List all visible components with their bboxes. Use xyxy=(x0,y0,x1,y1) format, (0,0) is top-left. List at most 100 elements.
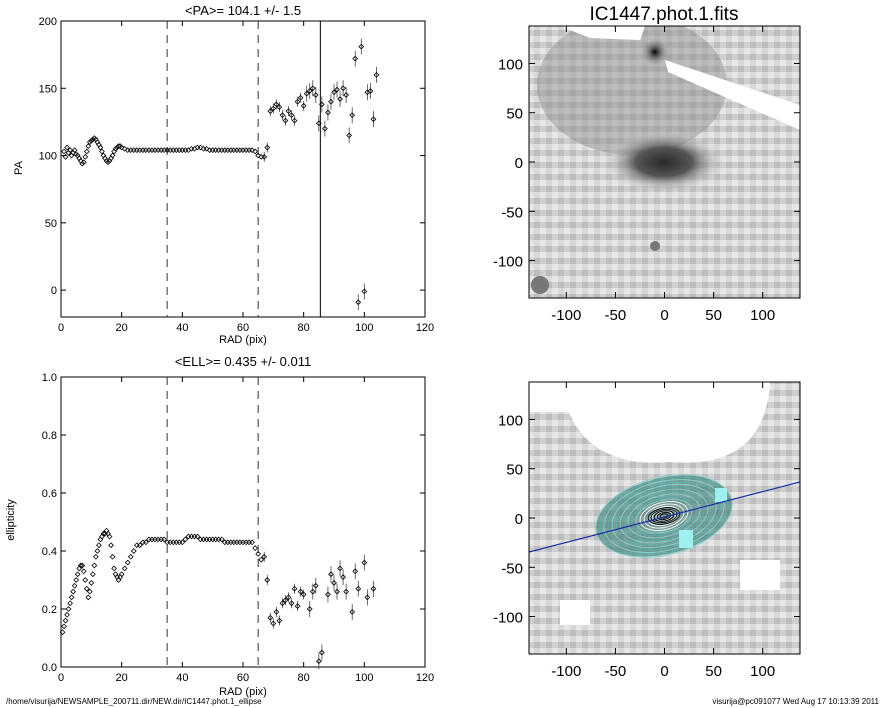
fits-image xyxy=(529,26,800,298)
fits-image-panel: IC1447.phot.1.fits xyxy=(493,4,801,324)
ell-point xyxy=(267,614,274,621)
ell-point xyxy=(337,565,343,572)
pa-point xyxy=(309,85,316,92)
ell-ylabel: ellipticity xyxy=(5,499,17,541)
pa-point xyxy=(252,148,258,155)
ell-xtick-label: 100 xyxy=(355,672,373,684)
pa-point xyxy=(121,145,128,152)
ell-point xyxy=(62,617,69,624)
pa-point xyxy=(346,132,353,139)
isophote-ellipse xyxy=(627,493,701,539)
pa-point xyxy=(61,148,67,155)
isophote-ellipse xyxy=(631,496,697,536)
isophote-ellipse xyxy=(615,486,713,546)
ell-point xyxy=(370,585,377,592)
pa-point xyxy=(203,145,210,152)
pa-xtick-label: 0 xyxy=(58,322,64,334)
ell-point xyxy=(64,611,70,618)
pa-plot: <PA>= 104.1 +/- 1.5 PA RAD (pix) 0 20 40 60… xyxy=(13,3,434,346)
ell-point xyxy=(149,536,155,543)
image-ytick-label: -100 xyxy=(493,254,523,271)
ell-point xyxy=(291,585,298,592)
pa-point xyxy=(146,147,152,154)
ell-ytick-label: 1.0 xyxy=(42,372,57,384)
pa-point xyxy=(179,147,186,154)
pa-point xyxy=(85,143,92,149)
image-xtick-label: 100 xyxy=(750,307,775,324)
ell-point xyxy=(215,536,222,543)
ell-point xyxy=(340,574,346,580)
ell-point xyxy=(137,542,143,549)
ell-point xyxy=(77,562,84,569)
pa-point xyxy=(167,147,174,154)
image-xtick-label: 100 xyxy=(750,663,775,680)
pa-point xyxy=(325,109,331,116)
pa-point xyxy=(212,147,219,154)
pa-point xyxy=(291,117,298,124)
pa-ytick-label: 150 xyxy=(39,83,57,95)
ell-point xyxy=(231,539,237,546)
pa-point xyxy=(99,148,105,155)
pa-point xyxy=(282,117,289,124)
pa-point xyxy=(294,98,301,105)
ell-point xyxy=(170,539,177,546)
pa-point xyxy=(143,147,149,154)
ell-point xyxy=(111,565,117,572)
pa-point xyxy=(133,147,140,154)
pa-point xyxy=(182,147,189,154)
ell-point xyxy=(130,548,137,554)
pa-point xyxy=(297,94,304,101)
pa-point xyxy=(79,160,86,167)
ell-ytick-label: 0.0 xyxy=(42,662,57,674)
ell-point xyxy=(282,597,289,604)
pa-xlabel: RAD (pix) xyxy=(219,334,267,346)
pa-point xyxy=(80,159,87,166)
pa-xtick-label: 80 xyxy=(298,322,310,334)
ell-point xyxy=(152,536,158,543)
masked-pixel xyxy=(715,488,727,502)
ell-point xyxy=(68,594,75,601)
ell-point xyxy=(309,588,316,595)
ell-point xyxy=(188,533,195,540)
ell-point xyxy=(127,553,134,560)
ell-point xyxy=(61,623,67,630)
ell-point xyxy=(218,536,225,543)
ell-point xyxy=(294,603,301,609)
isophote-ellipse xyxy=(623,491,705,541)
ell-point xyxy=(176,539,183,546)
ell-point xyxy=(285,594,292,601)
pa-point xyxy=(303,90,310,97)
pa-point xyxy=(352,55,359,62)
pa-ytick-label: 50 xyxy=(45,218,57,230)
pa-point xyxy=(340,85,346,92)
pa-point xyxy=(300,102,307,109)
fits-image-title: IC1447.phot.1.fits xyxy=(590,4,739,25)
pa-point xyxy=(249,147,255,154)
ell-point xyxy=(74,571,81,578)
ell-point xyxy=(312,582,319,589)
pa-point xyxy=(173,147,180,154)
pa-point xyxy=(155,147,161,154)
ell-point xyxy=(234,539,240,546)
pa-point xyxy=(370,116,377,123)
pa-point xyxy=(322,125,328,132)
ell-point xyxy=(270,620,277,627)
pa-point xyxy=(334,86,340,93)
pa-point xyxy=(246,147,252,154)
ell-point xyxy=(108,542,114,549)
pa-point xyxy=(331,89,337,96)
ell-point xyxy=(200,536,207,543)
pa-point xyxy=(82,154,89,160)
ell-xtick-label: 20 xyxy=(116,672,128,684)
ell-point xyxy=(243,539,249,546)
ell-point xyxy=(158,536,164,543)
ell-xtick-label: 0 xyxy=(58,672,64,684)
pa-point xyxy=(285,108,292,115)
masked-pixel xyxy=(679,530,693,548)
ell-point xyxy=(167,539,174,546)
ell-point xyxy=(118,571,125,578)
ell-point xyxy=(212,536,219,543)
pa-point xyxy=(115,143,122,149)
footer-stamp: visurija@pc091077 Wed Aug 17 10:13:39 20… xyxy=(712,697,879,706)
